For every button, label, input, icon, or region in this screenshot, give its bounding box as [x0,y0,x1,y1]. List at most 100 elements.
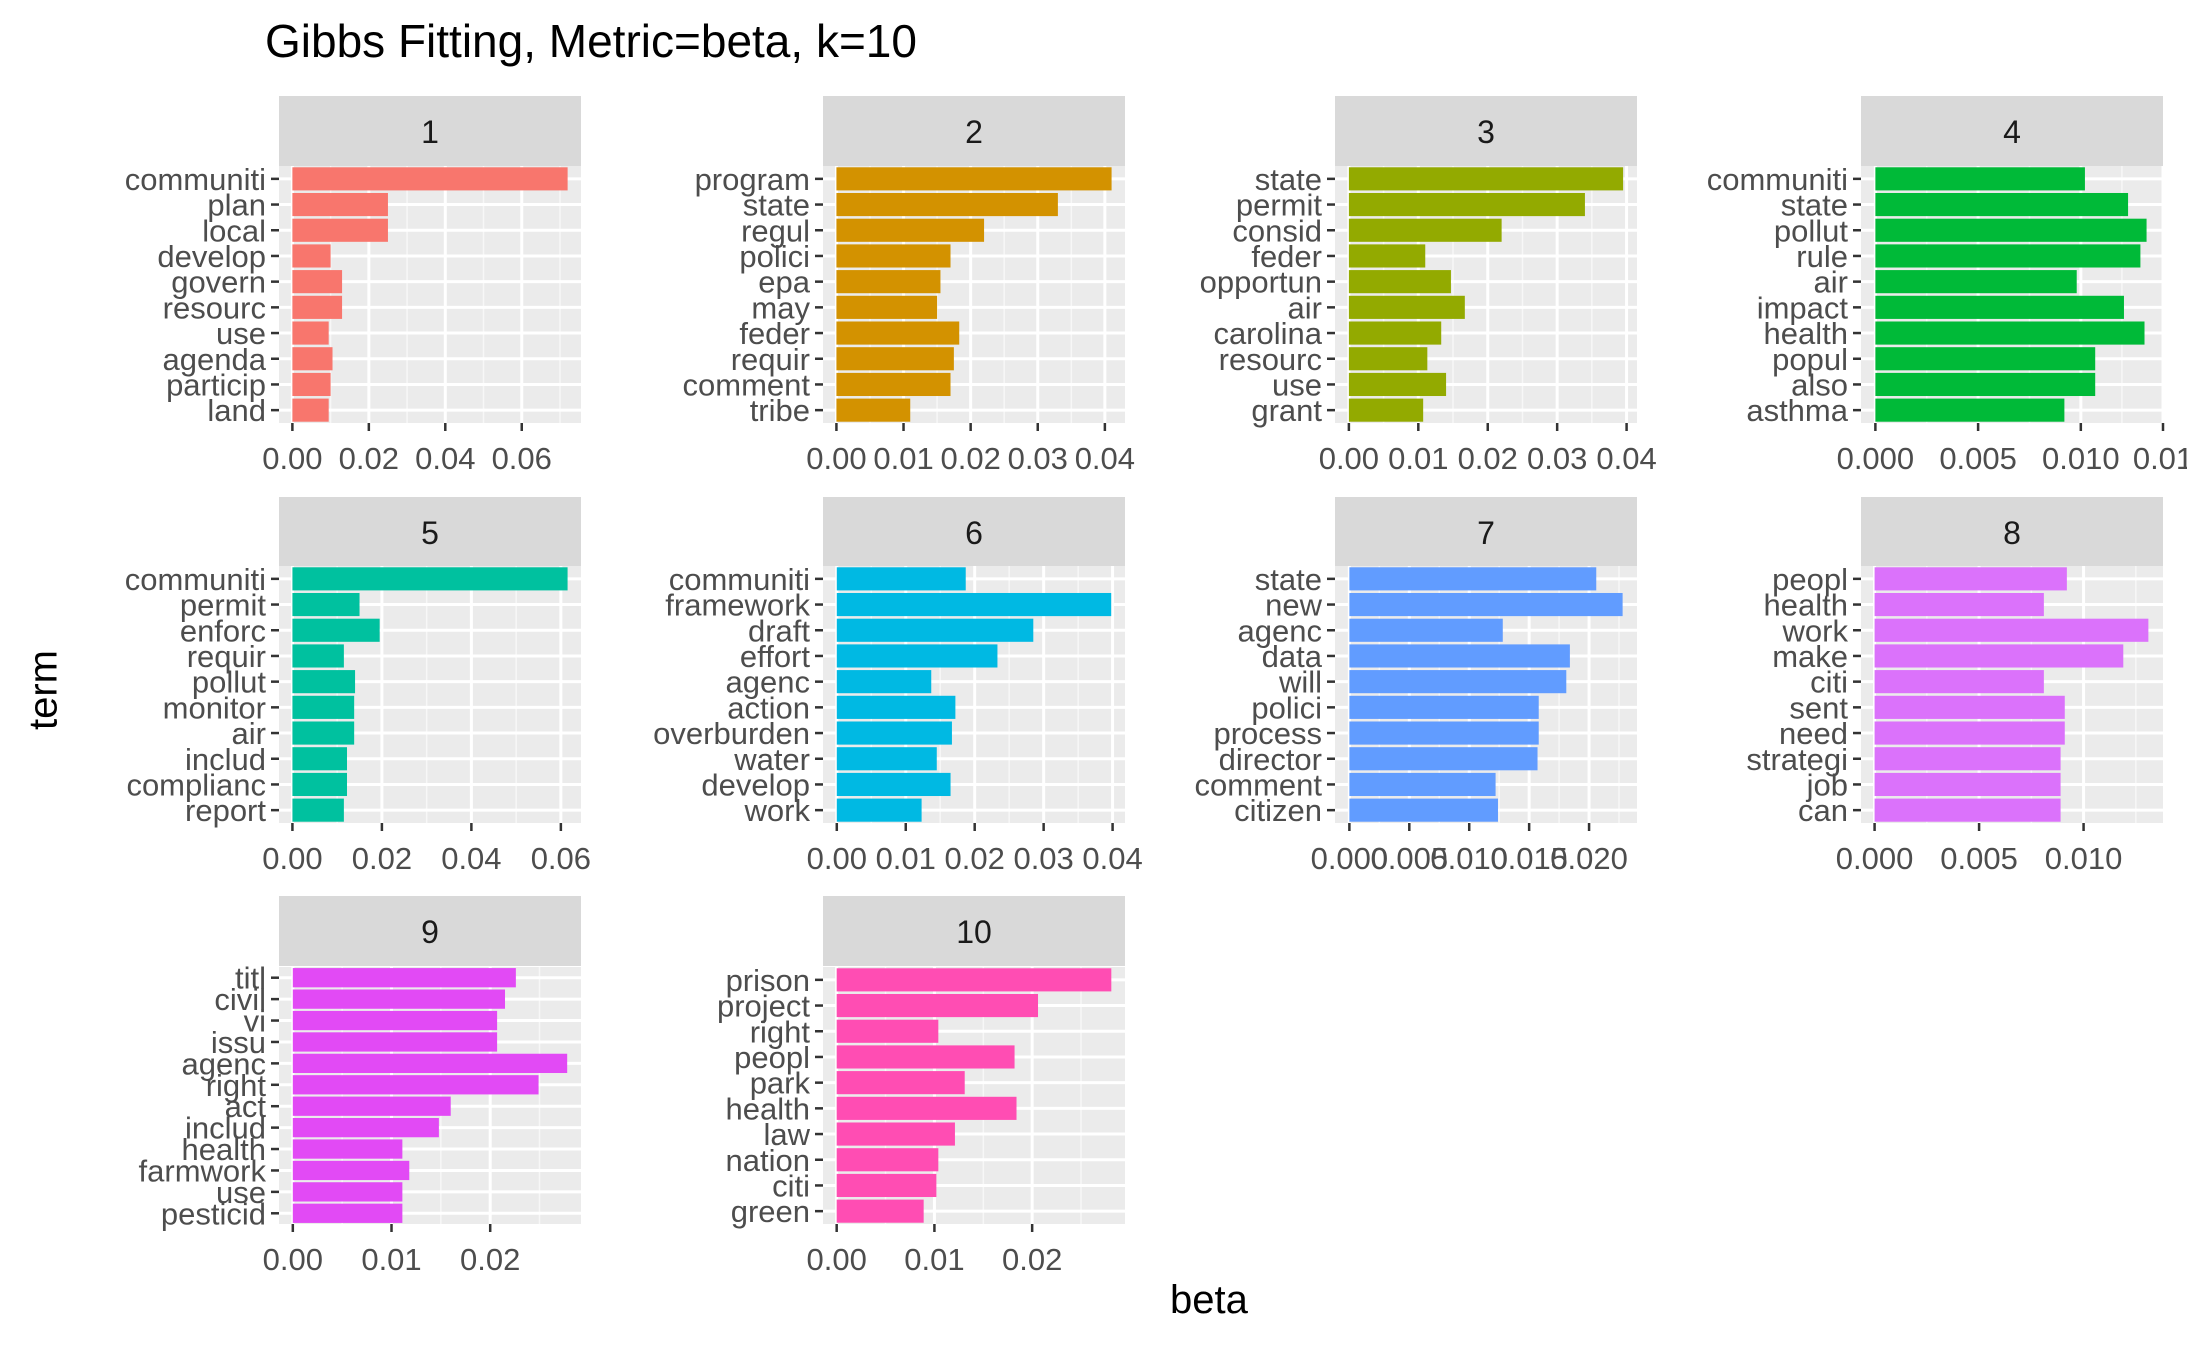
term-label: monitor [163,690,266,725]
term-label: permit [1236,188,1323,223]
panel-background [279,967,581,1224]
term-label: carolina [1213,316,1322,351]
term-label: job [1806,767,1848,802]
x-tick-label: 0.000 [1836,841,1914,876]
term-label: air [1288,290,1322,325]
bar-make [1874,644,2124,668]
bar-communiti [292,567,568,591]
bar-citi [1874,670,2044,694]
x-tick-label: 0.01 [2133,441,2187,476]
facet-strip-label-7: 7 [1477,515,1495,551]
x-tick-label: 0.00 [807,841,867,876]
bar-feder [1348,244,1426,268]
bar-data [1349,644,1570,668]
bar-resourc [292,295,343,319]
term-label: pollut [1774,213,1848,248]
term-label: agenc [726,665,810,700]
bar-communiti [836,567,966,591]
facet-panel-2: 2 0.00 0.01 0.02 0.03 0.04 programstateregulpo… [683,96,1135,476]
term-label: popul [1772,342,1848,377]
facet-panel-4: 4 0.000 0.005 0.010 0.01 communitistatepollut… [1707,96,2187,476]
term-label: land [207,393,266,428]
bar-monitor [292,695,355,719]
bar-park [836,1071,965,1095]
term-label: plan [207,188,266,223]
x-tick-label: 0.00 [806,441,866,476]
term-label: state [1255,562,1322,597]
bar-state [1349,567,1597,591]
term-label: enforc [180,613,266,648]
facet-strip-label-8: 8 [2003,515,2021,551]
facet-panel-10: 10 0.00 0.01 0.02 prisonprojectrightpeoplpar… [717,896,1125,1277]
term-label: impact [1757,290,1849,325]
bar-issu [292,1032,498,1052]
term-label: agenda [163,342,267,377]
bar-air [292,721,355,745]
term-label: pesticid [161,1196,266,1231]
bar-pollut [1875,218,2147,242]
x-tick-label: 0.00 [1319,441,1379,476]
bar-air [1348,295,1465,319]
bar-impact [1875,295,2124,319]
bar-farmwork [292,1160,410,1181]
bar-right [292,1075,539,1095]
term-label: law [763,1117,810,1152]
x-tick-label: 0.01 [876,841,936,876]
term-label: communiti [669,562,810,597]
term-label: feder [1251,239,1322,274]
term-label: green [731,1194,810,1229]
x-tick-label: 0.04 [1075,441,1135,476]
term-label: polici [739,239,810,274]
bar-consid [1348,218,1502,242]
x-tick-label: 0.005 [1371,841,1449,876]
term-label: health [1764,316,1848,351]
facet-strip-10 [823,896,1125,966]
term-label: overburden [653,716,810,751]
bar-program [836,167,1112,191]
term-label: state [743,188,810,223]
term-label: develop [701,767,810,802]
term-label: develop [157,239,266,274]
term-label: epa [758,265,810,300]
term-label: particip [166,367,266,402]
term-label: act [225,1089,267,1124]
x-tick-label: 0.00 [807,1242,867,1277]
bar-polici [836,244,951,268]
facet-strip-label-9: 9 [421,914,439,950]
x-tick-label: 0.015 [1490,841,1568,876]
bar-also [1875,372,2096,397]
x-tick-label: 0.005 [1939,441,2017,476]
facet-panel-8: 80.000 0.005 0.010peoplhealthworkmakecitis… [1746,497,2163,876]
term-label: requir [187,639,266,674]
bar-draft [836,618,1034,642]
term-label: use [216,1175,266,1210]
term-label: tribe [750,393,810,428]
x-tick-label: 0.04 [1082,841,1142,876]
bar-work [1874,618,2149,642]
term-label: draft [748,613,810,648]
x-tick-label: 0.000 [1311,841,1389,876]
x-tick-label: 0.00 [262,441,322,476]
bar-comment [836,372,951,397]
term-label: right [206,1068,267,1103]
x-tick-label: 0.02 [1002,1242,1062,1277]
term-label: project [717,989,810,1024]
bar-action [836,695,956,719]
bar-peopl [1874,567,2067,591]
facet-strip-4 [1861,96,2163,166]
bar-overburden [836,721,952,745]
term-label: rule [1796,239,1848,274]
x-tick-label: 0.010 [1430,841,1508,876]
bar-agenc [836,670,932,694]
bar-agenc [292,1053,568,1074]
term-label: regul [741,213,810,248]
bar-communiti [1875,167,2085,191]
term-label: polici [1251,690,1322,725]
bar-pollut [292,670,356,694]
term-label: work [1782,613,1849,648]
facet-strip-6 [823,497,1125,567]
bar-agenda [292,347,333,371]
bar-permit [1348,192,1585,217]
bar-health [1875,321,2145,345]
